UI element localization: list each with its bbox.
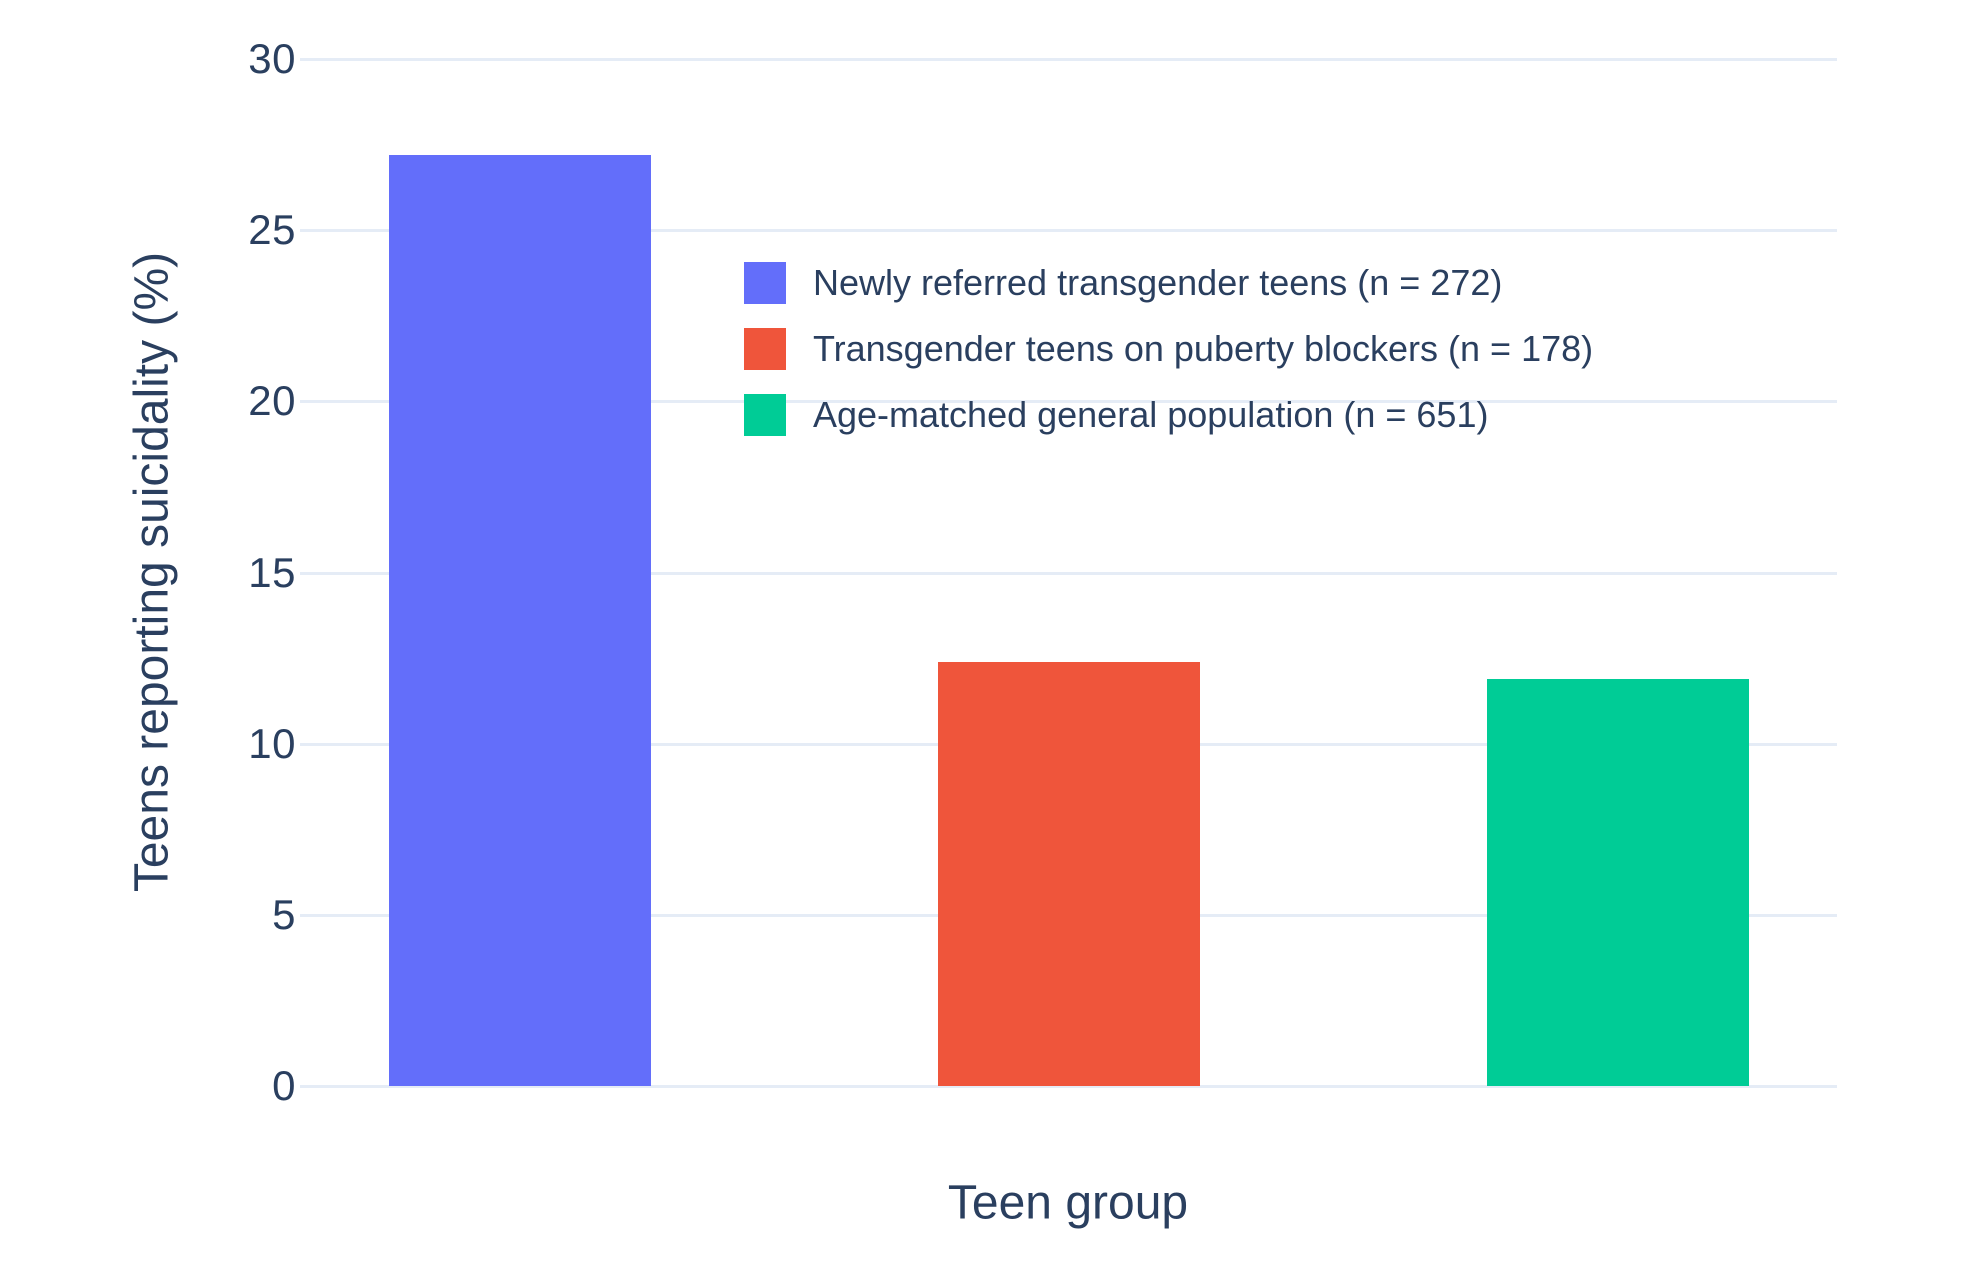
y-tick-label-25: 25 xyxy=(248,206,296,254)
gridline-y-15 xyxy=(300,571,1837,575)
legend-label: Newly referred transgender teens (n = 27… xyxy=(813,262,1503,303)
y-tick-label-15: 15 xyxy=(248,548,296,596)
bar-series-1[interactable] xyxy=(938,661,1200,1086)
legend-swatch-icon xyxy=(744,328,786,370)
legend-swatch-icon xyxy=(744,394,786,436)
legend-item-1[interactable]: Transgender teens on puberty blockers (n… xyxy=(744,328,1593,370)
y-axis-title: Teens reporting suicidality (%) xyxy=(125,251,179,893)
legend-swatch-icon xyxy=(744,262,786,304)
y-tick-label-30: 30 xyxy=(248,35,296,82)
x-axis-title: Teen group xyxy=(947,1176,1189,1230)
y-tick-label-5: 5 xyxy=(272,890,296,938)
legend-label: Transgender teens on puberty blockers (n… xyxy=(813,328,1594,369)
y-tick-label-10: 10 xyxy=(248,719,296,767)
gridline-y-30 xyxy=(300,58,1837,61)
gridline-y-0 xyxy=(300,1085,1837,1088)
legend-item-0[interactable]: Newly referred transgender teens (n = 27… xyxy=(744,262,1502,304)
legend-item-2[interactable]: Age-matched general population (n = 651) xyxy=(744,394,1488,436)
y-tick-label-0: 0 xyxy=(272,1062,296,1109)
gridline-y-20 xyxy=(300,400,1837,404)
bar-series-2[interactable] xyxy=(1487,678,1749,1086)
gridline-y-25 xyxy=(300,229,1837,233)
legend-label: Age-matched general population (n = 651) xyxy=(813,394,1489,435)
y-tick-label-20: 20 xyxy=(248,377,296,425)
bar-series-0[interactable] xyxy=(389,154,651,1086)
